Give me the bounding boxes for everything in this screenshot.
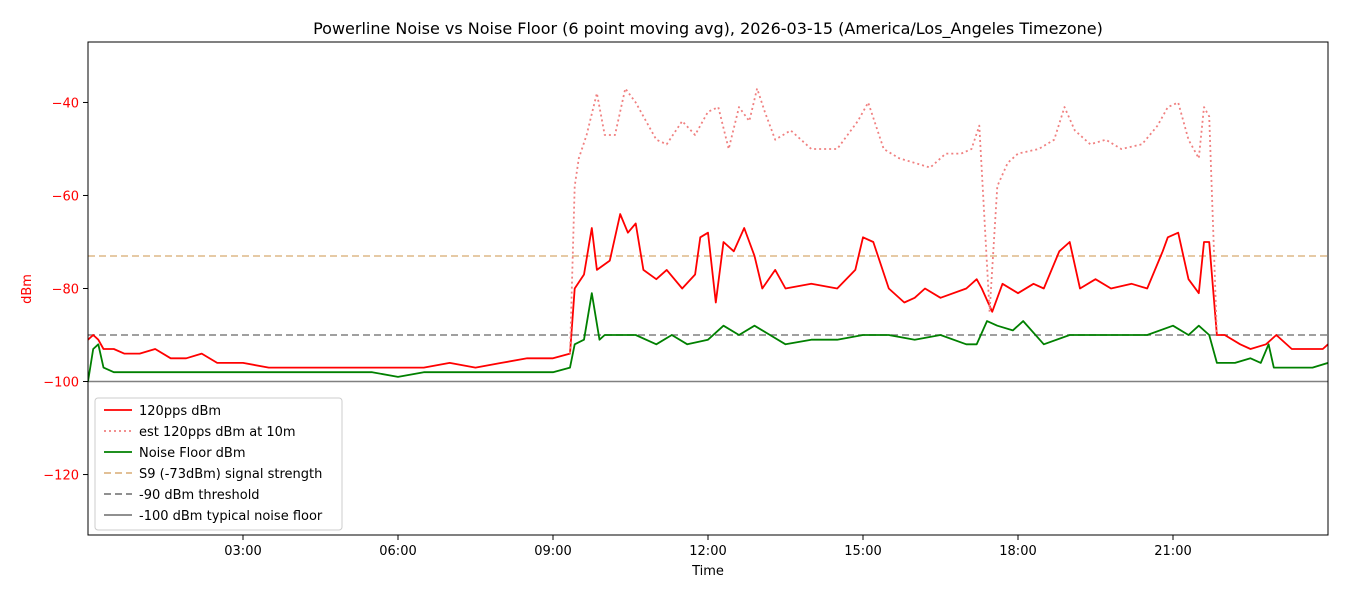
series-line-0 [88,213,1328,369]
x-tick-label: 15:00 [844,544,881,559]
legend-label: -90 dBm threshold [139,488,260,503]
y-tick-label: −80 [52,283,79,298]
x-tick-label: 06:00 [379,544,416,559]
legend-label: est 120pps dBm at 10m [139,425,296,440]
x-tick-label: 21:00 [1154,544,1191,559]
y-axis-label: dBm [20,274,35,304]
x-axis-label: Time [691,564,724,579]
chart-title: Powerline Noise vs Noise Floor (6 point … [313,19,1103,39]
series-line-2 [88,292,1328,382]
legend-label: 120pps dBm [139,404,221,419]
legend: 120pps dBm est 120pps dBm at 10m Noise Flo… [94,397,343,531]
y-tick-label: −40 [52,96,79,111]
y-tick-label: −120 [43,469,79,484]
legend-box [94,397,343,531]
series-line-1 [569,87,1218,354]
y-tick-label: −100 [43,376,79,391]
plot-area [88,87,1328,383]
legend-label: S9 (-73dBm) signal strength [139,467,322,482]
x-tick-label: 12:00 [689,544,726,559]
legend-label: -100 dBm typical noise floor [139,509,323,524]
x-tick-label: 18:00 [999,544,1036,559]
axes: 03:00 06:00 09:00 12:00 15:00 18:00 21:00 −40 −6… [43,41,1329,559]
x-tick-label: 09:00 [534,544,571,559]
legend-label: Noise Floor dBm [139,446,246,461]
x-tick-label: 03:00 [224,544,261,559]
y-tick-label: −60 [52,189,79,204]
